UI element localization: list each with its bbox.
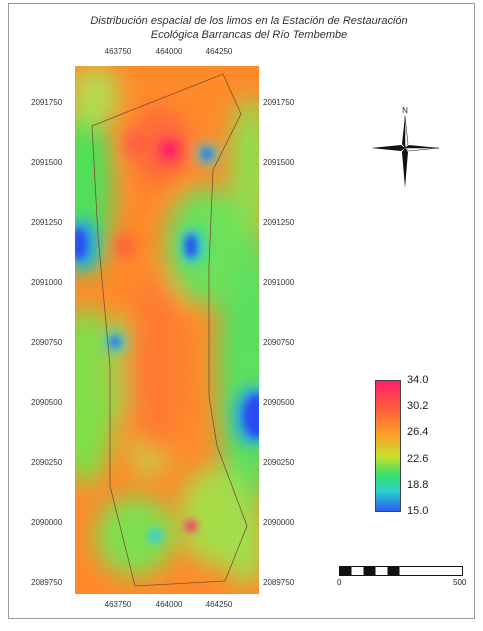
compass-rose-icon: N — [369, 104, 441, 188]
map-title-line2: Ecológica Barrancas del Río Tembembe — [150, 29, 348, 41]
scale-start-label: 0 — [337, 578, 342, 587]
x-tick-top-3: 464250 — [205, 47, 233, 56]
scale-end-label: 500 — [453, 578, 467, 587]
y-tick-right-4: 2091000 — [263, 278, 295, 287]
y-tick-left-8: 2090000 — [31, 518, 63, 527]
north-label: N — [402, 106, 408, 115]
x-tick-top-2: 464000 — [155, 47, 183, 56]
map-frame: Distribución espacial de los limos en la… — [8, 3, 475, 619]
y-tick-left-7: 2090250 — [31, 458, 63, 467]
x-tick-bottom-2: 464000 — [155, 600, 183, 609]
y-tick-right-8: 2090000 — [263, 518, 295, 527]
y-tick-left-3: 2091250 — [31, 218, 63, 227]
x-tick-top-1: 463750 — [104, 47, 132, 56]
y-tick-left-6: 2090500 — [31, 398, 63, 407]
scale-bar: 0 500 — [337, 566, 467, 596]
y-tick-left-1: 2091750 — [31, 98, 63, 107]
y-tick-right-2: 2091500 — [263, 158, 295, 167]
y-tick-right-6: 2090500 — [263, 398, 295, 407]
y-tick-right-1: 2091750 — [263, 98, 295, 107]
legend-label-1: 34.0 — [407, 374, 429, 386]
y-tick-left-5: 2090750 — [31, 338, 63, 347]
legend-label-4: 22.6 — [407, 453, 429, 465]
legend-label-2: 30.2 — [407, 400, 429, 412]
y-tick-left-9: 2089750 — [31, 578, 63, 587]
y-tick-right-3: 2091250 — [263, 218, 295, 227]
y-tick-left-4: 2091000 — [31, 278, 63, 287]
y-tick-right-5: 2090750 — [263, 338, 295, 347]
legend-label-3: 26.4 — [407, 426, 429, 438]
color-scale-bar — [375, 380, 401, 512]
map-title-line1: Distribución espacial de los limos en la… — [90, 15, 408, 27]
x-tick-bottom-1: 463750 — [104, 600, 132, 609]
interpolation-map — [75, 66, 259, 594]
legend-label-5: 18.8 — [407, 479, 429, 491]
study-area-boundary — [91, 73, 248, 587]
y-tick-left-2: 2091500 — [31, 158, 63, 167]
y-tick-right-7: 2090250 — [263, 458, 295, 467]
x-tick-bottom-3: 464250 — [205, 600, 233, 609]
legend-label-6: 15.0 — [407, 505, 429, 517]
y-tick-right-9: 2089750 — [263, 578, 295, 587]
